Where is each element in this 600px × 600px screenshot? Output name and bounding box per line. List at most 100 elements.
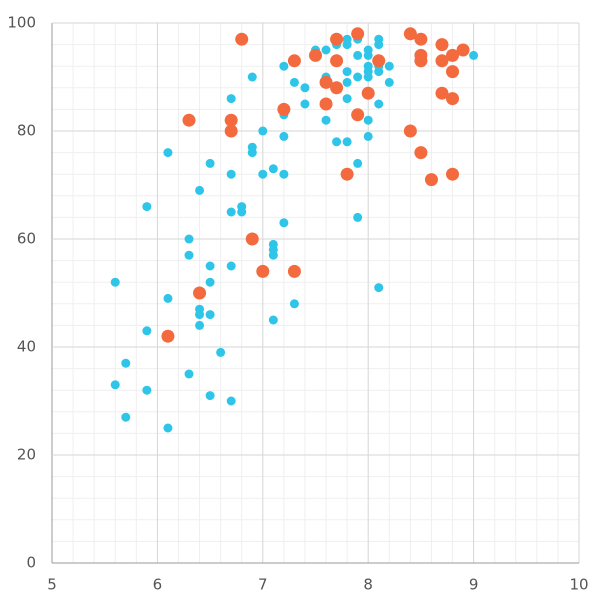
point [195,310,205,320]
point [184,369,194,379]
point [414,32,428,46]
point [435,86,449,100]
point [226,207,236,217]
point [205,261,215,271]
point [268,250,278,260]
point [216,347,226,357]
point [235,32,249,46]
point [258,169,268,179]
x-tick-label: 7 [258,576,268,594]
point [184,250,194,260]
y-tick-label: 40 [17,338,36,356]
point [330,81,344,95]
point [224,113,238,127]
x-tick-label: 9 [469,576,479,594]
point [142,202,152,212]
point [121,412,131,422]
y-tick-label: 80 [17,122,36,140]
point [446,167,460,181]
point [226,94,236,104]
point [363,131,373,141]
point [121,358,131,368]
point [384,77,394,87]
point [342,77,352,87]
point [374,67,384,77]
point [330,32,344,46]
point [205,310,215,320]
point [289,77,299,87]
point [258,126,268,136]
point [372,54,386,68]
point [340,167,354,181]
y-tick-label: 20 [17,446,36,464]
point [363,72,373,82]
point [353,158,363,168]
point [110,277,120,287]
point [142,385,152,395]
point [351,27,365,41]
point [374,40,384,50]
x-tick-label: 10 [569,576,588,594]
point [279,169,289,179]
y-tick-label: 100 [7,14,36,32]
x-tick-label: 8 [363,576,373,594]
point [279,131,289,141]
point [161,329,175,343]
point [224,124,238,138]
point [268,315,278,325]
point [342,94,352,104]
point [300,83,310,93]
point [289,299,299,309]
point [287,54,301,68]
point [342,67,352,77]
point [446,48,460,62]
point [363,50,373,60]
point [353,212,363,222]
point [363,115,373,125]
point [319,97,333,111]
point [193,286,207,300]
point [256,264,270,278]
point [403,27,417,41]
point [226,261,236,271]
point [319,75,333,89]
x-tick-label: 6 [153,576,163,594]
point [110,380,120,390]
point [342,34,352,44]
point [321,45,331,55]
point [279,218,289,228]
point [424,173,438,187]
point [456,43,470,57]
point [342,137,352,147]
point [321,115,331,125]
point [163,148,173,158]
point [414,54,428,68]
point [245,232,259,246]
point [300,99,310,109]
x-tick-label: 5 [47,576,57,594]
point [205,158,215,168]
point [226,169,236,179]
point [195,320,205,330]
point [446,65,460,79]
y-tick-label: 0 [26,554,36,572]
point [309,48,322,62]
point [247,148,257,158]
point [332,137,342,147]
point [163,423,173,433]
point [361,86,375,100]
point [237,207,247,217]
point [277,102,291,116]
point [330,54,344,68]
point [195,185,205,195]
point [247,72,257,82]
point [205,391,215,401]
point [403,124,417,138]
point [226,396,236,406]
point [374,99,384,109]
point [435,38,449,52]
point [384,61,394,71]
point [469,50,479,60]
point [279,61,289,71]
